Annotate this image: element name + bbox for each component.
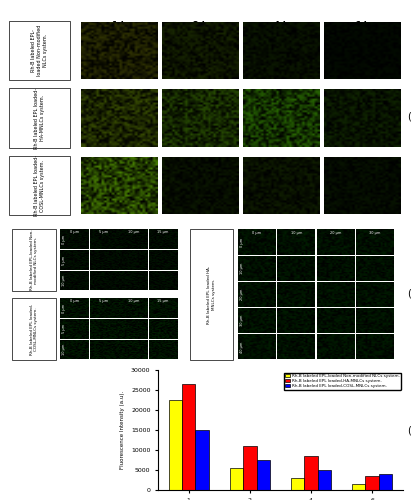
FancyBboxPatch shape: [12, 229, 55, 291]
Text: Rh-B labeled EPL-
loaded Non-modified
NLCs system.: Rh-B labeled EPL- loaded Non-modified NL…: [32, 25, 48, 76]
Text: Rh-B labeled EPL loaded-
HA-MNLCs system.: Rh-B labeled EPL loaded- HA-MNLCs system…: [35, 88, 45, 148]
FancyBboxPatch shape: [9, 88, 70, 148]
FancyBboxPatch shape: [9, 156, 70, 215]
FancyBboxPatch shape: [9, 21, 70, 80]
Text: (I): (I): [407, 111, 411, 121]
Text: 1 h: 1 h: [112, 21, 127, 30]
Text: (II): (II): [407, 289, 411, 299]
Text: 4 h: 4 h: [274, 21, 289, 30]
Text: 6 h: 6 h: [355, 21, 370, 30]
Text: Rh-B labeled EPL loaded HA-
MNLCs system.: Rh-B labeled EPL loaded HA- MNLCs system…: [207, 266, 216, 324]
Text: (III): (III): [407, 425, 411, 435]
FancyBboxPatch shape: [190, 229, 233, 360]
Text: Rh-B labeled EPL loaded-
COSL-MNLCs system.: Rh-B labeled EPL loaded- COSL-MNLCs syst…: [35, 155, 45, 216]
FancyBboxPatch shape: [12, 298, 55, 360]
Text: 2 h: 2 h: [193, 21, 208, 30]
Text: Rh-B labeled EPL-loaded Non-
modified NLCs system.: Rh-B labeled EPL-loaded Non- modified NL…: [30, 230, 38, 290]
Text: Rh-B labeled EPL loaded-
COSL-MNLCs system.: Rh-B labeled EPL loaded- COSL-MNLCs syst…: [30, 304, 38, 354]
